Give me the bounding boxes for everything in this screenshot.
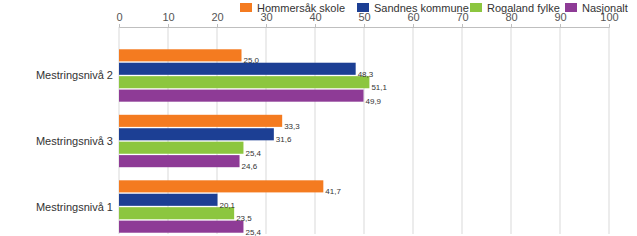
tick-label: 50 bbox=[358, 11, 370, 23]
grid-line bbox=[315, 27, 316, 234]
grid-line bbox=[560, 27, 561, 234]
bar bbox=[119, 76, 369, 88]
legend: Hommersåk skole Sandnes kommune Rogaland f… bbox=[240, 2, 628, 14]
bar bbox=[119, 90, 364, 102]
grid-line bbox=[609, 27, 610, 234]
legend-label: Sandnes kommune bbox=[374, 2, 469, 14]
grid-line bbox=[462, 27, 463, 234]
bar bbox=[119, 49, 242, 61]
grid-line bbox=[364, 27, 365, 234]
bar bbox=[119, 207, 234, 219]
data-label: 33,3 bbox=[284, 122, 300, 131]
tick-mark bbox=[560, 24, 561, 27]
tick-mark bbox=[364, 24, 365, 27]
axis-line bbox=[120, 24, 610, 28]
tick-mark bbox=[413, 24, 414, 27]
category-label: Mestringsnivå 2 bbox=[36, 69, 113, 81]
tick-label: 10 bbox=[162, 11, 174, 23]
data-label: 49,9 bbox=[366, 97, 382, 106]
bar bbox=[119, 128, 274, 140]
legend-swatch bbox=[565, 3, 577, 12]
bar bbox=[119, 194, 217, 206]
bar bbox=[119, 142, 243, 154]
category-labels: Mestringsnivå 2 Mestringsnivå 3 Mestringsn… bbox=[36, 69, 113, 212]
tick-label: 0 bbox=[116, 11, 122, 23]
tick-mark bbox=[315, 24, 316, 27]
data-label: 25,4 bbox=[245, 149, 261, 158]
grid-line bbox=[413, 27, 414, 234]
data-label: 25,4 bbox=[245, 228, 261, 236]
grid-line bbox=[511, 27, 512, 234]
legend-swatch bbox=[470, 3, 482, 12]
data-label: 23,5 bbox=[236, 214, 252, 223]
legend-swatch bbox=[240, 3, 252, 12]
bars bbox=[119, 49, 369, 232]
bar bbox=[119, 63, 356, 75]
data-label: 20,1 bbox=[219, 201, 235, 210]
bar bbox=[119, 115, 282, 127]
tick-label: 20 bbox=[211, 11, 223, 23]
bar bbox=[119, 180, 323, 192]
chart: 010203040506070809010025,033,341,748,331… bbox=[0, 0, 637, 236]
tick: 20 bbox=[211, 11, 223, 27]
tick: 0 bbox=[116, 11, 122, 27]
legend-label: Hommersåk skole bbox=[257, 2, 345, 14]
data-label: 24,6 bbox=[242, 162, 258, 171]
bar bbox=[119, 221, 243, 233]
tick-mark bbox=[609, 24, 610, 27]
data-label: 25,0 bbox=[244, 56, 260, 65]
data-label: 51,1 bbox=[371, 83, 387, 92]
legend-item: Sandnes kommune bbox=[357, 2, 469, 14]
tick: 50 bbox=[358, 11, 370, 27]
tick-mark bbox=[266, 24, 267, 27]
grid bbox=[119, 27, 609, 234]
legend-item: Hommersåk skole bbox=[240, 2, 345, 14]
legend-label: Nasjonalt bbox=[582, 2, 628, 14]
category-label: Mestringsnivå 3 bbox=[36, 135, 113, 147]
tick-mark bbox=[462, 24, 463, 27]
data-label: 48,3 bbox=[358, 70, 374, 79]
category-label: Mestringsnivå 1 bbox=[36, 201, 113, 213]
legend-label: Rogaland fylke bbox=[487, 2, 560, 14]
tick-mark bbox=[168, 24, 169, 27]
legend-swatch bbox=[357, 3, 369, 12]
legend-item: Rogaland fylke bbox=[470, 2, 560, 14]
bar bbox=[119, 155, 240, 167]
data-label: 41,7 bbox=[325, 187, 341, 196]
data-labels: 25,0 33,3 41,7 48,3 31,6 20,1 51,1 25,4 23,5 49,9… bbox=[219, 56, 387, 236]
tick-mark bbox=[119, 24, 120, 27]
tick-mark bbox=[217, 24, 218, 27]
tick-mark bbox=[511, 24, 512, 27]
tick: 10 bbox=[162, 11, 174, 27]
data-label: 31,6 bbox=[276, 135, 292, 144]
legend-item: Nasjonalt bbox=[565, 2, 628, 14]
